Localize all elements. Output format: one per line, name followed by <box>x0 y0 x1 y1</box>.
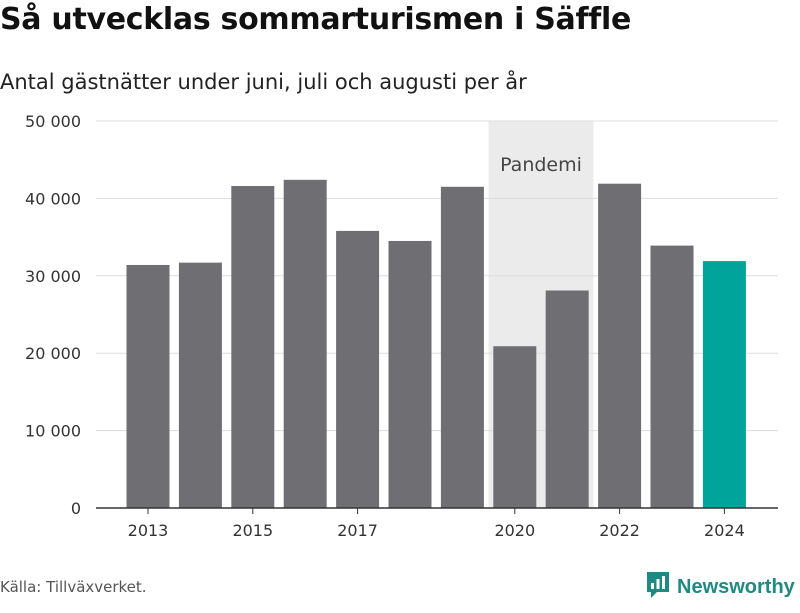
brand-logo[interactable]: Newsworthy <box>645 570 795 604</box>
bar-2017 <box>336 230 380 508</box>
bar-2018 <box>388 240 432 508</box>
bar-2023 <box>650 245 694 508</box>
y-tick-label: 0 <box>71 499 81 518</box>
chart-subtitle: Antal gästnätter under juni, juli och au… <box>0 70 527 94</box>
bar-2015 <box>231 186 275 509</box>
bar-2014 <box>178 262 222 508</box>
bar-layer <box>126 179 746 509</box>
x-tick-label: 2017 <box>337 521 378 540</box>
newsworthy-chart-logo-icon <box>645 570 671 604</box>
bar-2019 <box>440 186 484 509</box>
y-tick-label: 40 000 <box>25 189 81 208</box>
bar-2020 <box>493 346 537 508</box>
x-tick-label: 2020 <box>494 521 535 540</box>
bar-2021 <box>545 290 589 508</box>
pandemic-label: Pandemi <box>500 154 582 176</box>
bar-2013 <box>126 264 170 508</box>
tick-label-layer: 0 10 000 20 000 30 000 40 000 50 000 2013 2015 2… <box>25 112 745 540</box>
brand-name: Newsworthy <box>677 575 795 598</box>
bar-2024 <box>702 261 746 508</box>
y-tick-label: 20 000 <box>25 344 81 363</box>
y-tick-label: 10 000 <box>25 422 81 441</box>
y-tick-label: 50 000 <box>25 112 81 131</box>
x-tick-label: 2022 <box>599 521 640 540</box>
x-tick-label: 2015 <box>232 521 273 540</box>
x-tick-label: 2013 <box>128 521 169 540</box>
chart-title: Så utvecklas sommarturismen i Säffle <box>0 2 632 37</box>
y-tick-label: 30 000 <box>25 267 81 286</box>
bar-2016 <box>283 179 327 508</box>
bar-2022 <box>598 183 642 508</box>
axis-layer <box>96 507 778 514</box>
source-note: Källa: Tillväxverket. <box>0 578 147 596</box>
x-tick-label: 2024 <box>704 521 745 540</box>
